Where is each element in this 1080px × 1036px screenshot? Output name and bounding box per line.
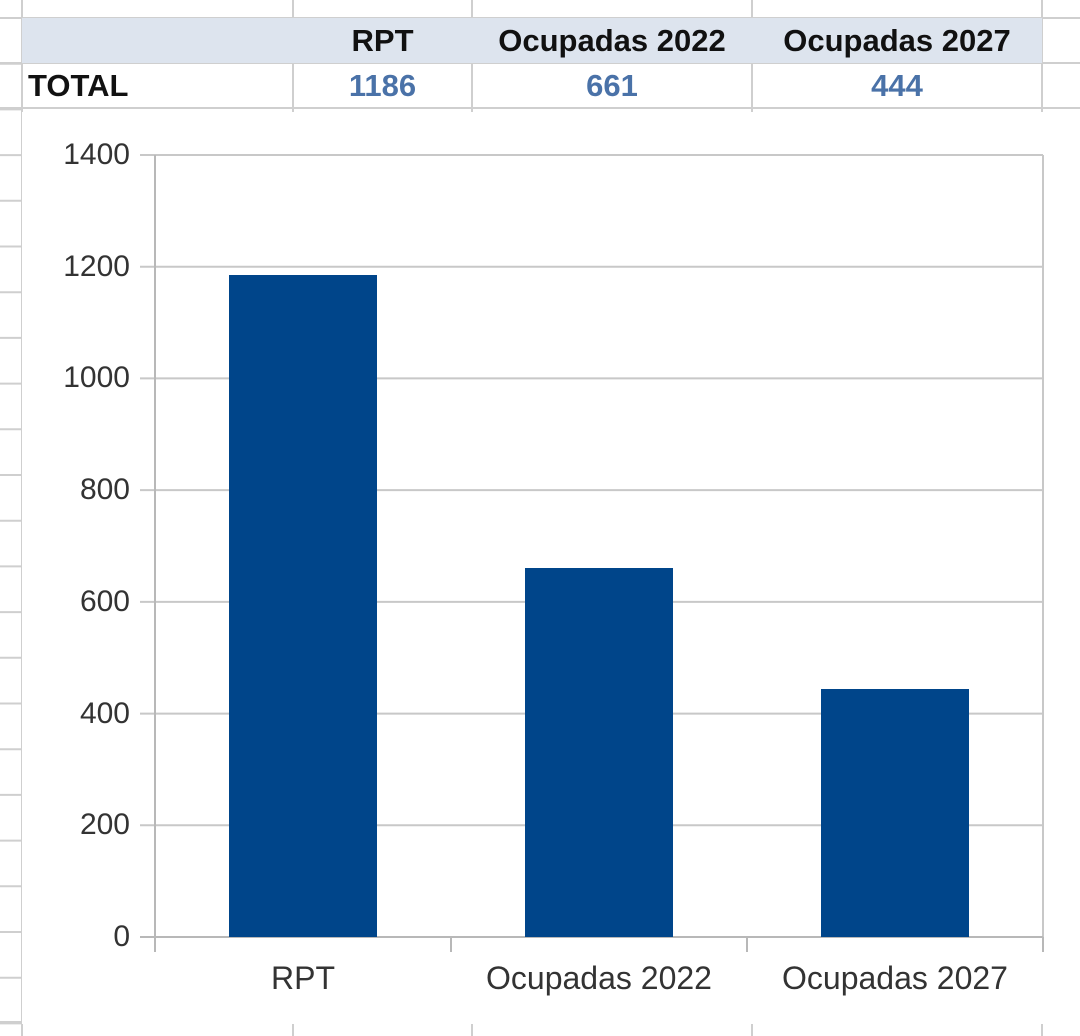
table-header-ocupadas-2027[interactable]: Ocupadas 2027	[783, 22, 1011, 58]
x-tick-label: Ocupadas 2027	[782, 960, 1008, 996]
bar-ocupadas-2022[interactable]	[525, 567, 673, 937]
x-tick-label: Ocupadas 2022	[486, 960, 712, 996]
y-tick-label: 600	[79, 584, 130, 618]
total-rpt-value[interactable]: 1186	[348, 67, 417, 103]
y-tick-label: 400	[79, 696, 130, 730]
y-tick-label: 0	[113, 920, 130, 953]
y-tick-label: 1000	[63, 361, 130, 395]
row-label-total[interactable]: TOTAL	[28, 67, 129, 103]
table-header-ocupadas-2022[interactable]: Ocupadas 2022	[498, 22, 726, 58]
y-tick-label: 1400	[63, 138, 130, 171]
y-tick-label: 800	[79, 473, 130, 507]
x-tick-label: RPT	[271, 960, 335, 996]
y-tick-label: 200	[79, 808, 130, 842]
total-ocupadas-2022-value[interactable]: 661	[586, 67, 638, 103]
bar-rpt[interactable]	[229, 274, 377, 937]
total-ocupadas-2027-value[interactable]: 444	[871, 67, 923, 103]
table-header-band	[22, 18, 1042, 63]
y-tick-label: 1200	[63, 249, 130, 283]
bar-ocupadas-2027[interactable]	[821, 688, 969, 937]
table-header-rpt[interactable]: RPT	[351, 22, 414, 58]
